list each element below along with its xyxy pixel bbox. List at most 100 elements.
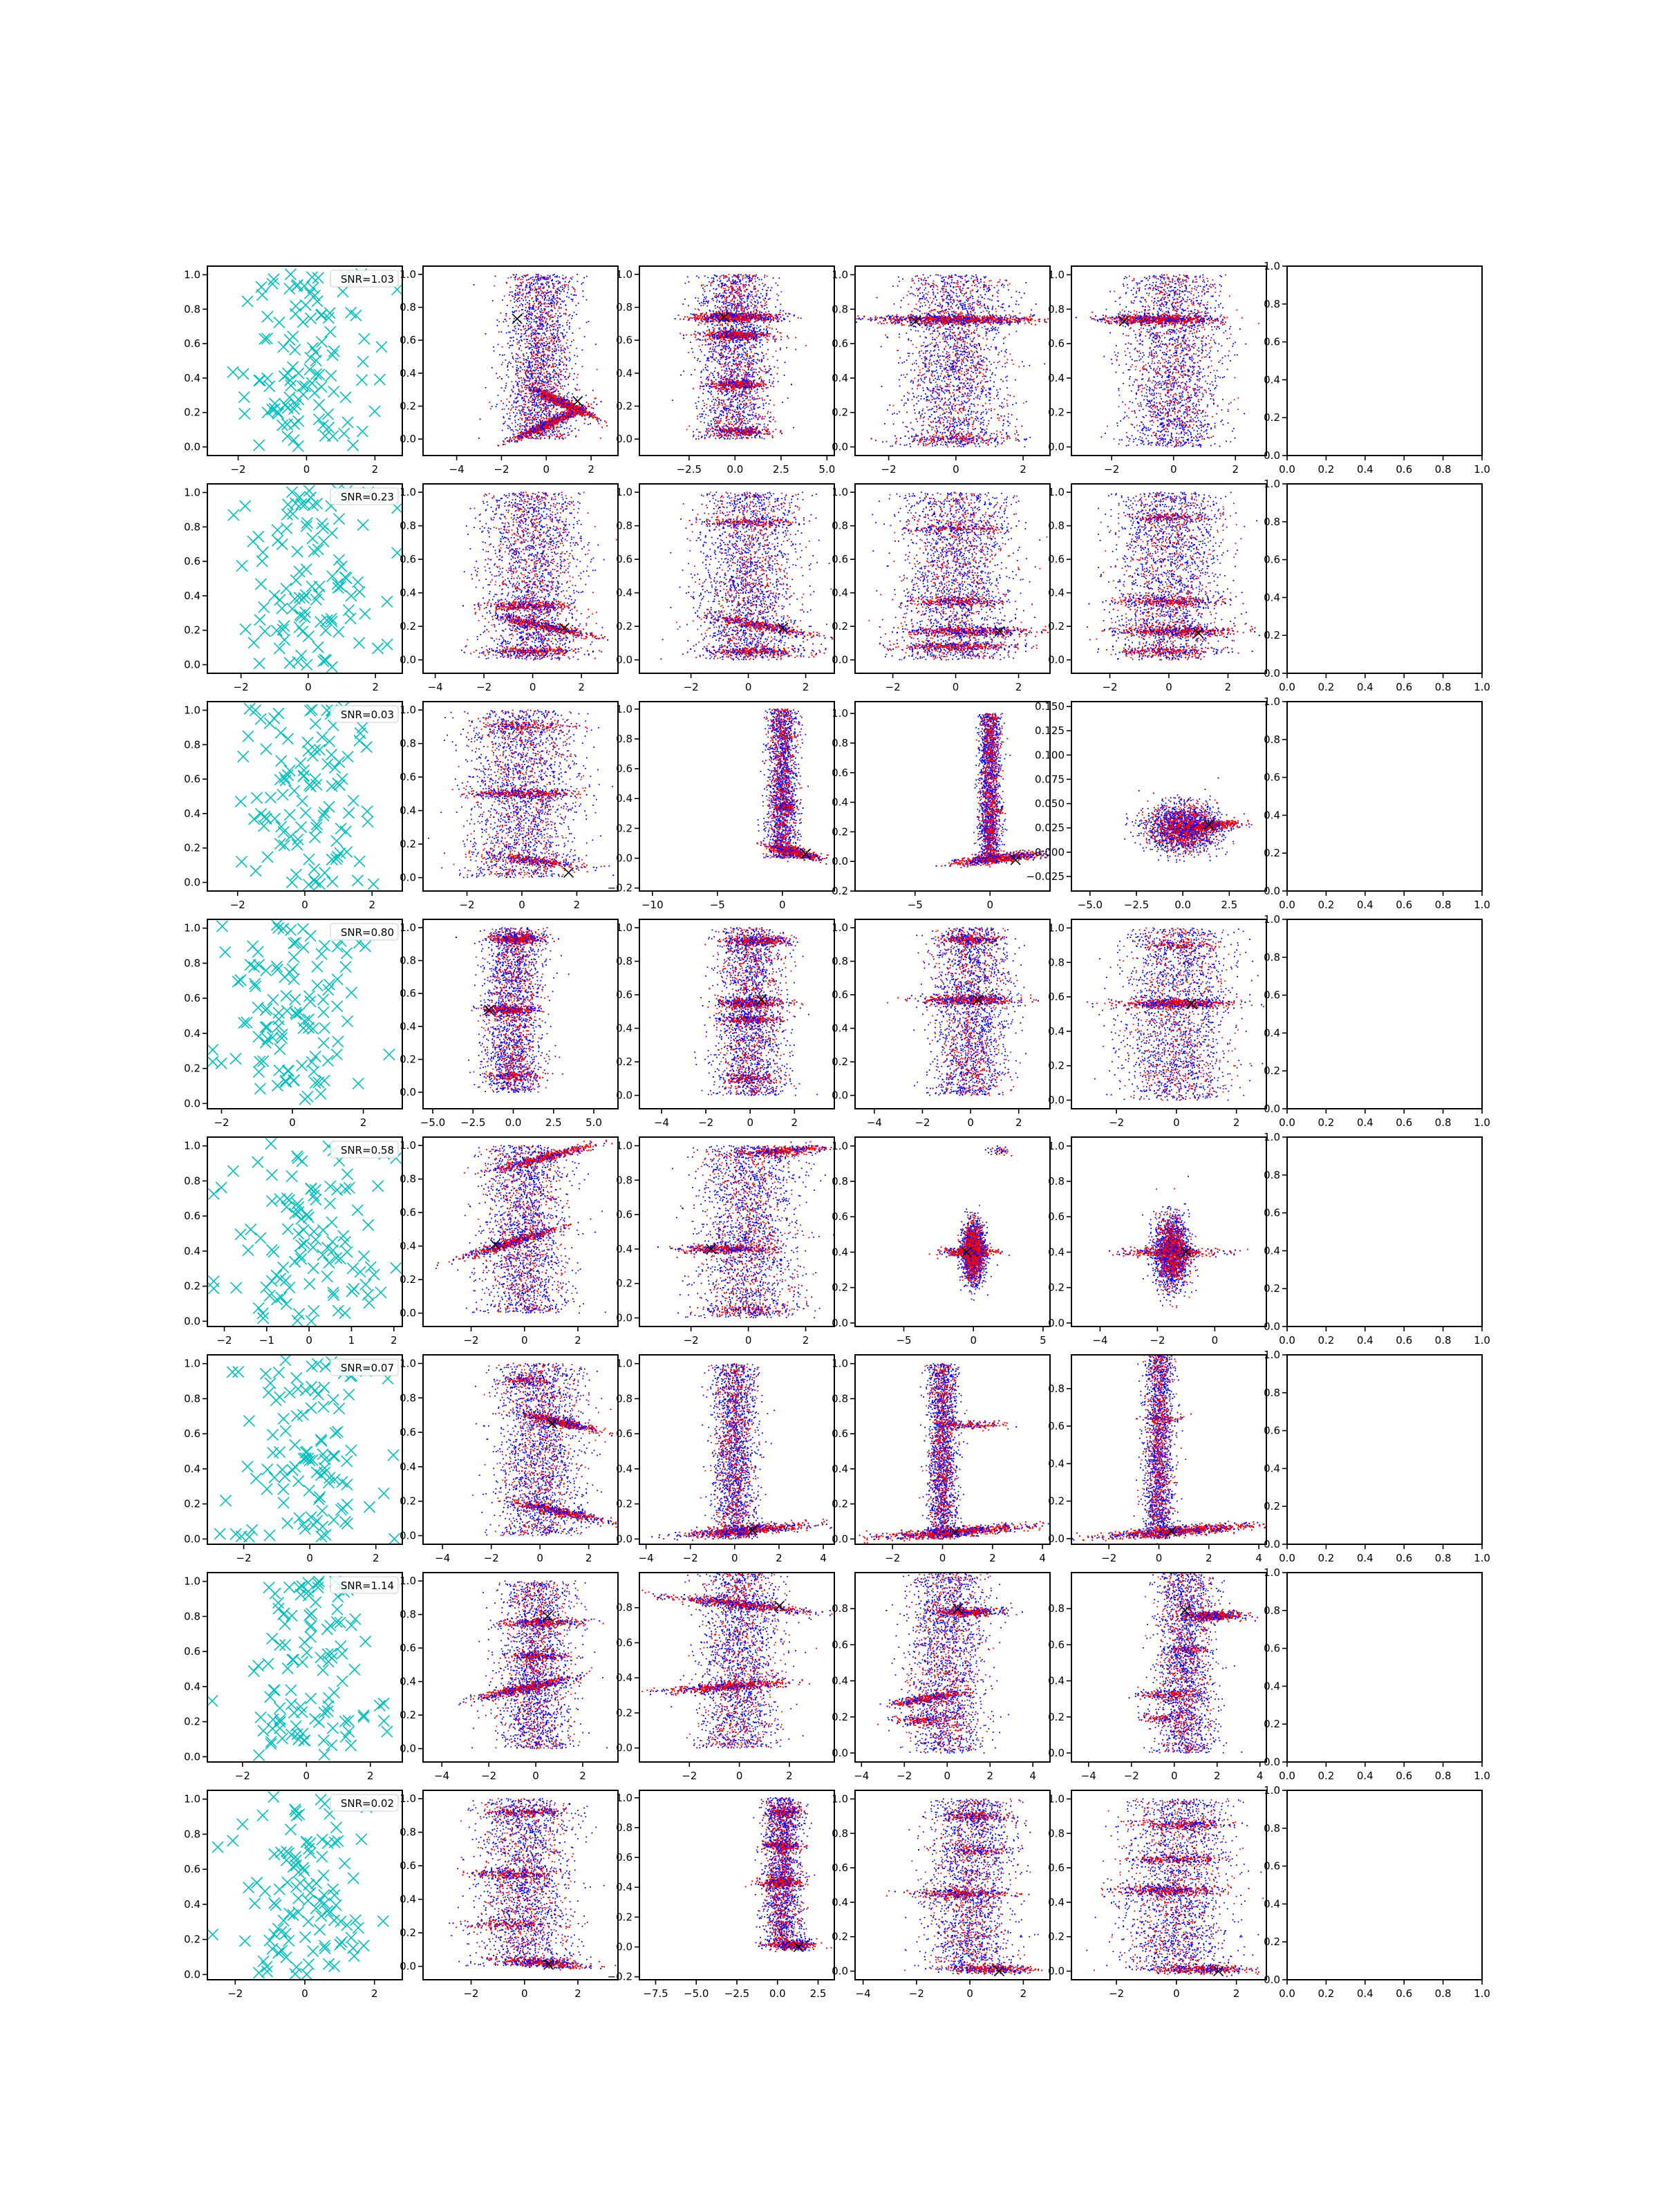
data-point (557, 321, 559, 323)
data-point (517, 301, 518, 302)
data-point (715, 438, 716, 440)
data-point (576, 305, 577, 306)
y-tick-label: 0.8 (184, 303, 200, 315)
data-point (737, 281, 738, 283)
data-point (552, 425, 553, 427)
data-point (514, 301, 516, 303)
data-point (544, 318, 545, 319)
data-point (564, 348, 565, 349)
data-point (713, 293, 715, 294)
data-point (525, 359, 527, 360)
data-point (688, 305, 689, 306)
data-point (554, 382, 556, 384)
data-point (543, 359, 544, 361)
data-point (543, 413, 545, 415)
data-point (752, 397, 753, 399)
data-point (547, 330, 548, 331)
data-point (491, 367, 493, 368)
data-point (512, 292, 513, 293)
data-point (733, 310, 735, 311)
data-point (548, 300, 550, 301)
data-point (532, 382, 533, 384)
data-point (525, 373, 527, 375)
data-point (539, 432, 541, 433)
data-point (509, 341, 511, 342)
data-point (577, 389, 578, 391)
x-tick-label: 0 (303, 463, 310, 476)
data-point (537, 383, 538, 384)
data-point (760, 424, 761, 425)
data-point (537, 430, 538, 431)
data-point (745, 359, 747, 361)
data-point (554, 419, 555, 420)
data-point (753, 404, 755, 405)
data-point (516, 310, 517, 312)
data-point (754, 384, 756, 385)
data-point (574, 312, 575, 313)
data-point (557, 339, 559, 341)
data-point (516, 358, 517, 359)
data-point (538, 337, 539, 339)
data-point (756, 369, 757, 371)
data-point (583, 277, 585, 279)
data-point (553, 343, 554, 344)
data-point (716, 288, 718, 290)
data-point (521, 379, 523, 381)
data-point (536, 343, 538, 344)
data-point (538, 417, 539, 418)
data-point (519, 437, 521, 438)
data-point (588, 403, 589, 404)
data-point (495, 276, 496, 277)
data-point (737, 398, 738, 400)
data-point (544, 420, 545, 422)
data-point (539, 310, 541, 312)
data-point (747, 422, 749, 424)
data-point (780, 349, 781, 350)
data-point (534, 339, 535, 341)
data-point (529, 371, 531, 372)
data-point (563, 388, 564, 390)
data-point (532, 285, 533, 286)
data-point (494, 350, 495, 352)
data-point (552, 363, 554, 364)
data-point (513, 431, 514, 432)
data-point (527, 380, 529, 382)
data-point (543, 429, 544, 431)
data-point (559, 364, 560, 366)
data-point (746, 307, 747, 308)
data-point (753, 409, 754, 410)
data-point (559, 306, 560, 308)
data-point (532, 345, 533, 346)
data-point (560, 427, 561, 428)
data-point (547, 314, 548, 315)
data-point (537, 367, 538, 368)
data-point (503, 423, 504, 424)
data-point (769, 382, 770, 383)
data-point (522, 306, 523, 307)
data-point (543, 308, 545, 310)
data-point (735, 368, 737, 370)
data-point (598, 423, 599, 424)
cross-marker (274, 317, 285, 328)
data-point (543, 373, 545, 374)
data-point (564, 433, 565, 435)
data-point (521, 350, 522, 351)
x-tick-label: 2 (588, 463, 594, 476)
data-point (557, 327, 559, 328)
cross-marker (239, 409, 250, 420)
data-point (498, 445, 499, 447)
data-point (566, 296, 568, 297)
data-point (503, 403, 504, 404)
data-point (559, 283, 561, 284)
plot-area (227, 269, 403, 452)
data-point (585, 408, 587, 409)
data-point (518, 405, 520, 406)
data-point (532, 386, 534, 388)
data-point (544, 365, 545, 366)
data-point (530, 288, 532, 289)
data-point (518, 340, 520, 341)
data-point (719, 328, 720, 329)
data-point (524, 380, 525, 382)
data-point (697, 359, 698, 361)
data-point (740, 345, 741, 346)
